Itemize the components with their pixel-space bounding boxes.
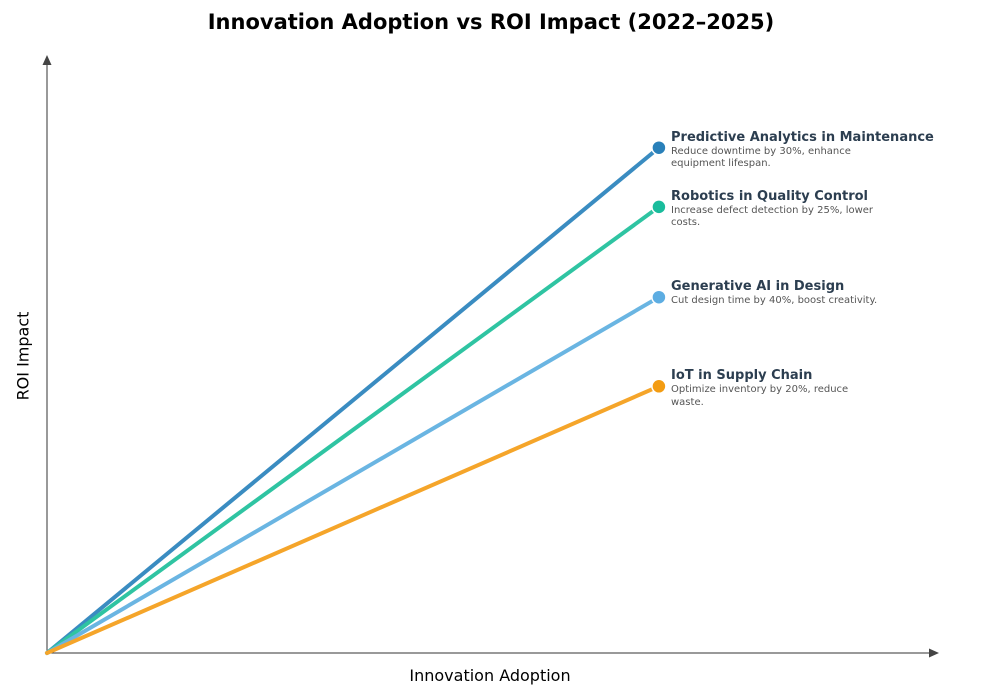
series-line bbox=[45, 145, 661, 655]
series-line bbox=[45, 295, 661, 655]
series-description: Reduce downtime by 30%, enhance equipmen… bbox=[671, 145, 851, 170]
y-axis-label: ROI Impact bbox=[13, 311, 33, 401]
annotation-0: Predictive Analytics in Maintenance Redu… bbox=[671, 130, 934, 171]
chart-title: Innovation Adoption vs ROI Impact (2022–… bbox=[207, 10, 775, 34]
x-axis-arrow-icon bbox=[929, 648, 939, 658]
series-endpoint bbox=[651, 289, 667, 305]
annotation-1: Robotics in Quality Control Increase def… bbox=[671, 189, 881, 230]
axes bbox=[42, 55, 939, 658]
series-label: Predictive Analytics in Maintenance bbox=[671, 129, 934, 145]
series-line bbox=[45, 384, 661, 655]
series-label: Robotics in Quality Control bbox=[671, 188, 868, 204]
annotation-2: Generative AI in Design Cut design time … bbox=[671, 279, 881, 308]
series-description: Optimize inventory by 20%, reduce waste. bbox=[671, 384, 849, 408]
y-axis-arrow-icon bbox=[42, 55, 52, 65]
annotation-3: IoT in Supply Chain Optimize inventory b… bbox=[671, 368, 881, 409]
series-description: Increase defect detection by 25%, lower … bbox=[671, 204, 874, 229]
series-line bbox=[45, 204, 661, 655]
series-label: Generative AI in Design bbox=[671, 279, 845, 295]
x-axis-label: Innovation Adoption bbox=[409, 666, 571, 685]
series-endpoint bbox=[651, 139, 667, 156]
series-label: IoT in Supply Chain bbox=[671, 368, 813, 384]
series-endpoint bbox=[651, 378, 667, 395]
series-endpoint bbox=[651, 199, 667, 215]
series-description: Cut design time by 40%, boost creativity… bbox=[671, 295, 878, 307]
